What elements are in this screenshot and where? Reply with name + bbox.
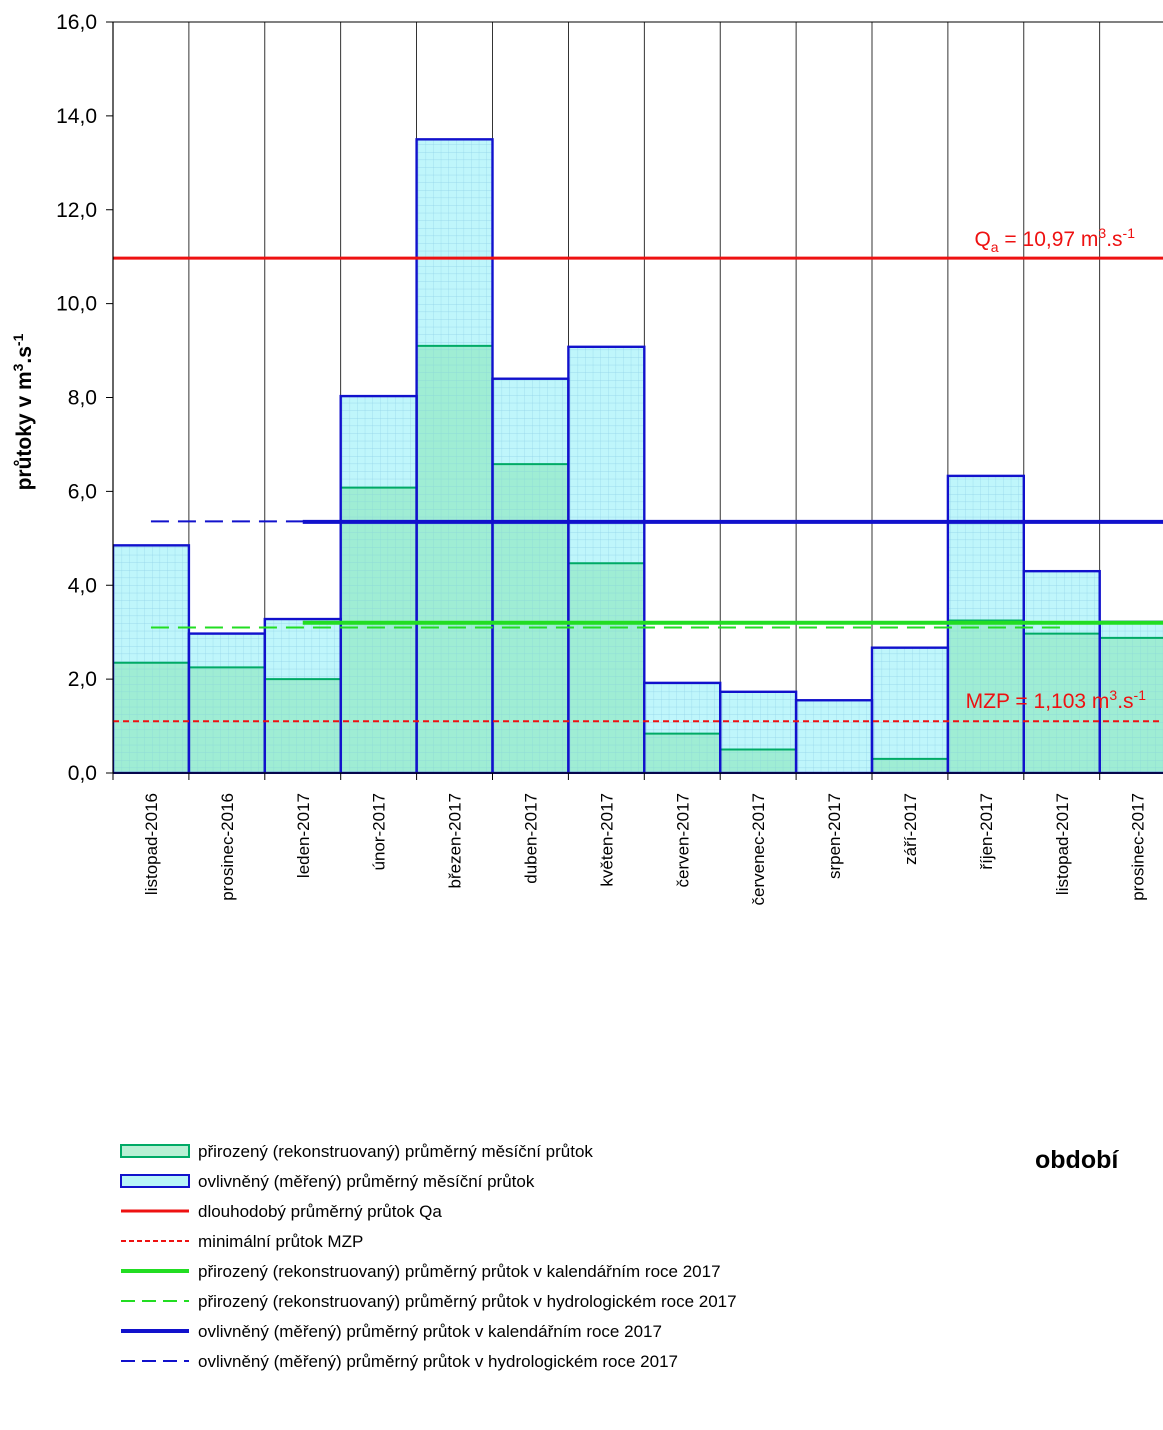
x-axis-label: období	[1035, 1146, 1119, 1174]
label-part: a	[991, 239, 999, 255]
legend-label: dlouhodobý průměrný průtok Qa	[198, 1202, 442, 1221]
x-tick-label: červen-2017	[673, 793, 692, 888]
natural-bar	[416, 344, 493, 773]
natural-bar	[492, 463, 569, 773]
legend-label: přirozený (rekonstruovaný) průměrný průt…	[198, 1262, 721, 1281]
x-tick-label: červenec-2017	[749, 793, 768, 905]
legend-label: minimální průtok MZP	[198, 1232, 363, 1251]
x-tick-label: březen-2017	[446, 793, 465, 888]
y-tick-label: 6,0	[68, 480, 97, 503]
x-tick-label: únor-2017	[370, 793, 389, 871]
natural-bar	[1099, 636, 1163, 773]
x-tick-label: prosinec-2017	[1129, 793, 1148, 901]
x-tick-label: listopad-2017	[1053, 793, 1072, 895]
label-part: .s	[1106, 228, 1122, 251]
label-part: 3	[10, 363, 26, 371]
natural-bar	[720, 748, 797, 773]
measured-bar-texture	[872, 647, 948, 773]
y-tick-label: 8,0	[68, 387, 97, 410]
natural-bar-texture	[188, 667, 265, 773]
legend-swatch	[120, 1174, 190, 1188]
x-tick-label: duben-2017	[521, 793, 540, 884]
plot-area	[113, 22, 1163, 774]
y-tick-label: 14,0	[56, 105, 97, 128]
natural-bar	[1023, 632, 1100, 773]
legend-label: přirozený (rekonstruovaný) průměrný měsí…	[198, 1142, 593, 1161]
natural-bar-texture	[720, 749, 797, 773]
label-part: -1	[1123, 225, 1136, 241]
natural-bar-texture	[947, 620, 1024, 773]
mzp-annotation: MZP = 1,103 m3.s-1	[966, 687, 1147, 713]
natural-bar	[113, 661, 189, 773]
natural-bar	[872, 757, 948, 773]
legend-item: přirozený (rekonstruovaný) průměrný měsí…	[120, 1142, 593, 1161]
natural-bar	[188, 666, 265, 773]
natural-bar	[264, 678, 341, 773]
legend-swatch	[120, 1144, 190, 1158]
measured-bar	[872, 647, 948, 773]
natural-bar	[947, 619, 1024, 773]
legend-label: přirozený (rekonstruovaný) průměrný průt…	[198, 1292, 737, 1311]
x-tick-label: prosinec-2016	[218, 793, 237, 901]
legend-label: ovlivněný (měřený) průměrný měsíční průt…	[198, 1172, 535, 1191]
x-tick-label: listopad-2016	[142, 793, 161, 895]
natural-bar-texture	[340, 487, 417, 773]
natural-bar-texture	[644, 733, 721, 773]
axes: 0,0 2,0 4,0 6,0 8,0 10,0 12,0 14,0 16,0 listopad-…	[56, 11, 1163, 905]
legend-item: ovlivněný (měřený) průměrný průtok v hyd…	[121, 1352, 678, 1371]
natural-bar	[644, 732, 721, 773]
label-part: průtoky v m	[13, 371, 36, 490]
label-part: -1	[10, 333, 26, 346]
natural-bar-texture	[568, 563, 645, 773]
legend-item: ovlivněný (měřený) průměrný měsíční průt…	[120, 1172, 535, 1191]
y-tick-label: 4,0	[68, 574, 97, 597]
natural-bar-texture	[872, 758, 948, 773]
natural-bar	[340, 486, 417, 773]
y-tick-label: 2,0	[68, 668, 97, 691]
natural-bar-texture	[492, 464, 569, 773]
legend-item: minimální průtok MZP	[121, 1232, 363, 1251]
x-tick-label: říjen-2017	[977, 793, 996, 870]
axis-labels: průtoky v m3.s-1 období	[10, 333, 1119, 1174]
natural-bar-texture	[1099, 637, 1163, 773]
measured-bar	[796, 700, 872, 773]
legend-label: ovlivněný (měřený) průměrný průtok v hyd…	[198, 1352, 678, 1371]
measured-bar-texture	[796, 700, 872, 773]
label-part: = 10,97 m	[999, 228, 1099, 251]
x-tick-label: květen-2017	[597, 793, 616, 887]
legend-item: přirozený (rekonstruovaný) průměrný průt…	[121, 1292, 737, 1311]
label-part: -1	[1134, 687, 1147, 703]
label-part: .s	[1117, 690, 1133, 713]
legend: přirozený (rekonstruovaný) průměrný měsí…	[120, 1142, 737, 1371]
y-axis-label: průtoky v m3.s-1	[10, 333, 36, 490]
natural-bar-texture	[113, 662, 189, 773]
y-tick-label: 0,0	[68, 762, 97, 785]
y-tick-label: 10,0	[56, 293, 97, 316]
natural-bar-texture	[416, 345, 493, 773]
label-part: 3	[1098, 225, 1106, 241]
legend-label: ovlivněný (měřený) průměrný průtok v kal…	[198, 1322, 662, 1341]
label-part: Q	[974, 228, 990, 251]
natural-bar-texture	[1023, 633, 1100, 773]
label-part: .s	[13, 346, 36, 364]
natural-bar-texture	[264, 679, 341, 773]
y-tick-label: 16,0	[56, 11, 97, 34]
natural-bar	[568, 562, 645, 773]
legend-item: přirozený (rekonstruovaný) průměrný průt…	[121, 1262, 721, 1281]
legend-item: ovlivněný (měřený) průměrný průtok v kal…	[121, 1322, 662, 1341]
x-tick-label: leden-2017	[294, 793, 313, 878]
qa-annotation: Qa = 10,97 m3.s-1	[974, 225, 1135, 255]
x-tick-label: září-2017	[901, 793, 920, 865]
legend-item: dlouhodobý průměrný průtok Qa	[121, 1202, 442, 1221]
x-tick-label: srpen-2017	[825, 793, 844, 879]
label-part: MZP = 1,103 m	[966, 690, 1110, 713]
y-tick-label: 12,0	[56, 199, 97, 222]
label-part: 3	[1109, 687, 1117, 703]
